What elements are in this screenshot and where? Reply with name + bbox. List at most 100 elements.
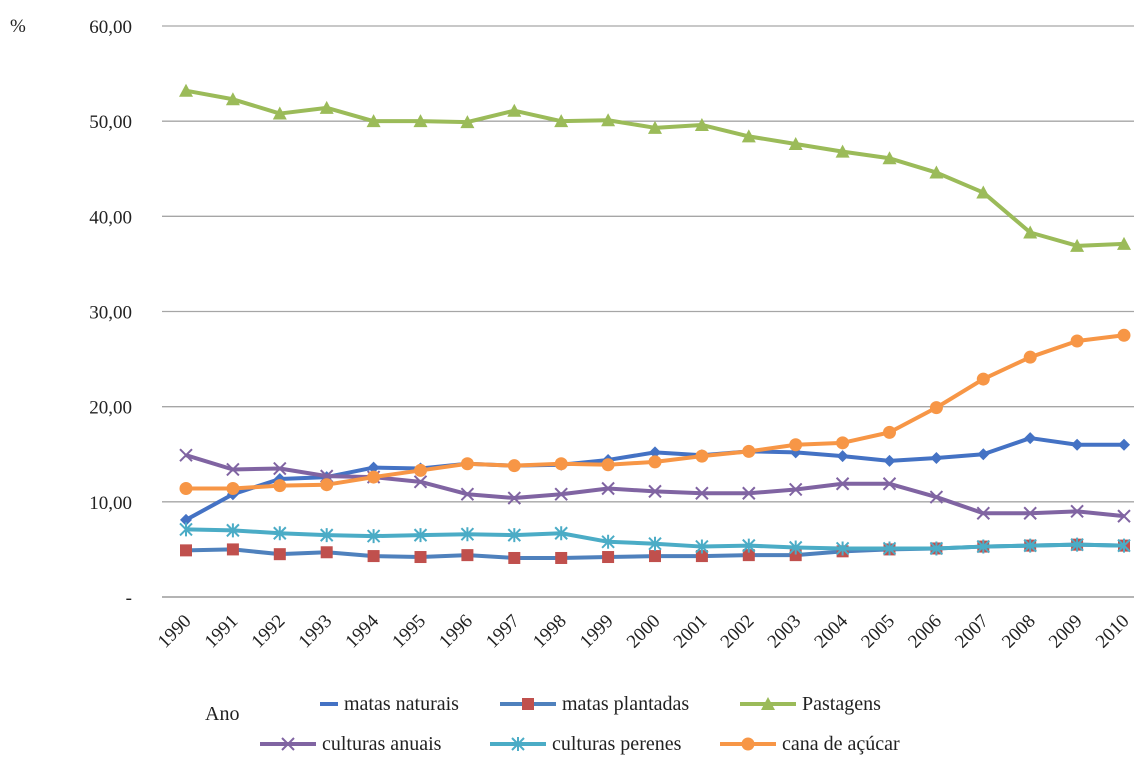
data-point [554,487,568,501]
data-point [507,528,522,543]
data-point [413,114,428,128]
data-point [226,523,240,538]
data-point [695,449,709,463]
data-point [835,144,850,158]
legend-label: culturas anuais [322,733,442,755]
legend-item: cana de açúcar [720,733,900,755]
x-tick-label: 2005 [857,611,899,653]
data-point [273,548,286,561]
data-point [507,103,522,117]
data-point [367,470,381,484]
legend-item: matas naturais [320,693,459,715]
data-point [180,513,192,526]
legend-label: Pastagens [802,693,881,715]
data-point [882,477,897,491]
x-tick-label: 2007 [951,611,993,653]
legend-label: cana de açúcar [782,733,900,755]
data-point [601,113,616,127]
data-point [649,550,661,563]
data-point [179,482,193,496]
data-point [179,83,193,97]
data-point [694,117,709,131]
x-tick-label: 2010 [1092,611,1134,653]
series-layer [179,83,1131,564]
data-point [508,551,521,564]
data-point [320,478,334,492]
x-tick-label: 2004 [810,610,852,652]
y-tick-label: 20,00 [89,398,132,419]
data-point [835,541,850,556]
data-point [695,539,709,554]
x-tick-label: 2009 [1045,611,1087,653]
series-culturas-anuais [179,448,1131,523]
data-point [1024,432,1037,445]
series-cana-de-a-car [179,328,1131,496]
data-point [1023,538,1037,553]
data-point [788,540,803,555]
legend-item: matas plantadas [500,693,689,715]
series-line [185,88,1125,248]
x-tick-label: 2003 [764,611,806,653]
data-point [272,106,287,120]
series-pastagens [179,83,1131,252]
data-point [461,549,474,562]
data-point [882,151,897,165]
data-point [225,92,240,106]
data-point [1070,504,1084,519]
data-point [179,448,193,462]
series-culturas-perenes [179,522,1131,556]
legend-item: culturas perenes [490,733,682,755]
x-tick-label: 2008 [998,611,1040,653]
data-point [836,450,849,463]
y-tick-label: 30,00 [89,303,132,324]
data-point [507,491,522,505]
data-point [1023,506,1037,520]
data-point [788,137,803,151]
data-point [930,452,943,465]
data-point [319,528,334,543]
data-point [742,549,755,562]
data-point [648,455,662,469]
data-point [835,477,850,491]
data-point [366,529,381,544]
data-point [320,546,333,559]
data-point [226,482,240,496]
data-point [788,482,803,497]
data-point [601,534,615,549]
x-tick-label: 1995 [388,611,430,653]
data-point [1023,225,1038,239]
legend-label: culturas perenes [552,733,682,755]
data-point [226,462,240,477]
x-tick-label: 2001 [670,611,712,653]
data-point [1070,334,1084,348]
data-point [180,544,192,557]
data-point [976,185,991,199]
data-point [507,459,521,473]
data-point [602,551,615,564]
data-point [742,538,756,553]
data-point [413,475,428,489]
x-tick-label: 2002 [717,611,759,653]
data-point [649,446,661,459]
data-point [742,444,756,458]
data-point [929,165,944,179]
data-point [648,484,662,499]
x-tick-label: 2006 [904,611,946,653]
x-tick-label: 1992 [248,611,290,653]
x-tick-label: 1996 [435,611,477,653]
x-tick-label: 1990 [154,611,196,653]
data-point [555,551,568,564]
data-point [522,698,534,710]
x-tick-label: 1998 [529,611,571,653]
data-point [414,463,427,477]
legend: matas naturais matas plantadas Pastagens cu… [260,693,900,755]
x-tick-label: 1991 [201,611,243,653]
data-point [789,438,803,452]
data-point [511,737,525,751]
data-point [741,737,755,751]
legend-label: matas plantadas [562,693,689,715]
data-point [695,550,708,563]
data-point [1070,537,1084,552]
data-point [761,697,775,710]
data-point [1117,538,1131,553]
